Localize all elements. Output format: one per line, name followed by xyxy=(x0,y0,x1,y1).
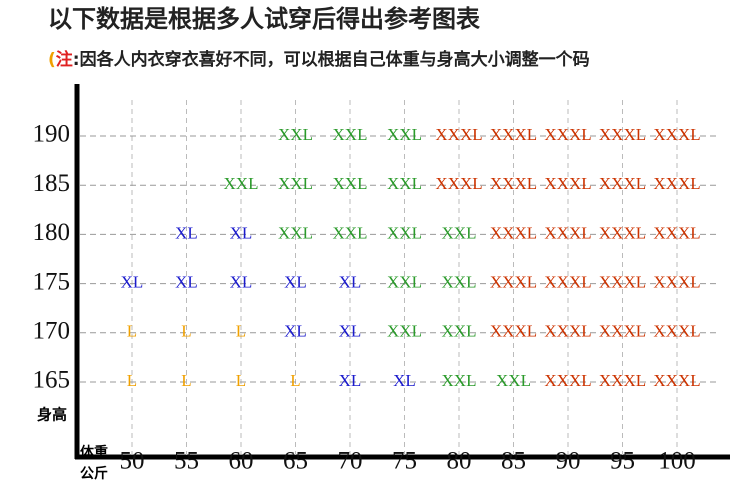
x-tick-label: 85 xyxy=(501,448,526,475)
size-label: XXXL xyxy=(599,371,646,390)
size-label: XXXL xyxy=(653,322,700,341)
x-tick-label: 70 xyxy=(338,448,363,475)
size-label: XXL xyxy=(442,371,477,390)
size-label: XXXL xyxy=(490,125,537,144)
size-label: XXL xyxy=(496,371,531,390)
size-label: L xyxy=(236,322,246,341)
x-tick-label: 50 xyxy=(120,448,145,475)
size-label: XXXL xyxy=(490,223,537,242)
size-label: XXXL xyxy=(544,273,591,292)
size-label: XXXL xyxy=(490,174,537,193)
size-label: XXXL xyxy=(599,322,646,341)
size-label: XXXL xyxy=(653,273,700,292)
size-label: XXL xyxy=(387,174,422,193)
x-tick-label: 55 xyxy=(174,448,199,475)
size-label: XXL xyxy=(333,223,368,242)
size-label: XL xyxy=(230,273,253,292)
size-label: L xyxy=(181,371,191,390)
y-tick-label: 185 xyxy=(33,170,71,197)
size-label: XXXL xyxy=(544,174,591,193)
size-label: XXL xyxy=(442,322,477,341)
size-label: XXL xyxy=(333,125,368,144)
size-label: XXL xyxy=(278,174,313,193)
size-label: XXXL xyxy=(490,273,537,292)
x-tick-label: 80 xyxy=(447,448,472,475)
size-label: XXL xyxy=(387,322,422,341)
size-label: XL xyxy=(339,273,362,292)
size-label: XXXL xyxy=(490,322,537,341)
size-label: XXXL xyxy=(653,125,700,144)
size-label: XL xyxy=(339,371,362,390)
size-label: XL xyxy=(175,223,198,242)
size-label: L xyxy=(127,371,137,390)
size-label: XXL xyxy=(442,223,477,242)
size-label: XXL xyxy=(387,223,422,242)
size-label: XXL xyxy=(387,273,422,292)
y-tick-label: 165 xyxy=(33,367,71,394)
x-tick-label: 95 xyxy=(610,448,635,475)
size-label: XL xyxy=(284,322,307,341)
size-label: XXXL xyxy=(599,273,646,292)
y-tick-label: 190 xyxy=(33,121,71,148)
size-label: XXXL xyxy=(544,223,591,242)
size-label: XXXL xyxy=(544,371,591,390)
size-label: L xyxy=(181,322,191,341)
x-axis-label: 体重 xyxy=(80,444,108,461)
size-label: XXL xyxy=(224,174,259,193)
size-label: XL xyxy=(121,273,144,292)
size-label: XXL xyxy=(442,273,477,292)
y-tick-label: 175 xyxy=(33,268,71,295)
x-tick-label: 90 xyxy=(556,448,581,475)
size-label: L xyxy=(127,322,137,341)
size-label: XXL xyxy=(278,125,313,144)
size-label: XXXL xyxy=(599,174,646,193)
size-label: XXL xyxy=(333,174,368,193)
size-label: XL xyxy=(284,273,307,292)
size-label: XXXL xyxy=(653,174,700,193)
size-label: XL xyxy=(175,273,198,292)
size-label: XXL xyxy=(278,223,313,242)
size-label: XXXL xyxy=(653,371,700,390)
y-tick-label: 180 xyxy=(33,219,71,246)
size-label: XXXL xyxy=(435,174,482,193)
size-label: XXXL xyxy=(435,125,482,144)
y-tick-label: 170 xyxy=(33,318,71,345)
size-label: L xyxy=(290,371,300,390)
size-label: XXXL xyxy=(544,322,591,341)
size-label: L xyxy=(236,371,246,390)
size-label: XL xyxy=(230,223,253,242)
size-label: XL xyxy=(339,322,362,341)
y-axis-label: 身高 xyxy=(37,406,67,424)
x-axis-label: 公斤 xyxy=(80,465,108,482)
x-tick-label: 100 xyxy=(658,448,696,475)
size-label: XXXL xyxy=(599,125,646,144)
note-open: ( xyxy=(48,50,56,70)
note-label: 注 xyxy=(56,49,73,70)
x-tick-label: 75 xyxy=(392,448,417,475)
size-label: XXXL xyxy=(599,223,646,242)
size-label: XL xyxy=(393,371,416,390)
x-tick-label: 65 xyxy=(283,448,308,475)
x-tick-label: 60 xyxy=(229,448,254,475)
title: 以下数据是根据多人试穿后得出参考图表 xyxy=(48,5,481,33)
note: (注:因各人内衣穿衣喜好不同，可以根据自己体重与身高大小调整一个码 xyxy=(48,49,590,70)
size-label: XXXL xyxy=(653,223,700,242)
size-label: XXXL xyxy=(544,125,591,144)
note-text: :因各人内衣穿衣喜好不同，可以根据自己体重与身高大小调整一个码 xyxy=(73,49,590,70)
size-label: XXL xyxy=(387,125,422,144)
